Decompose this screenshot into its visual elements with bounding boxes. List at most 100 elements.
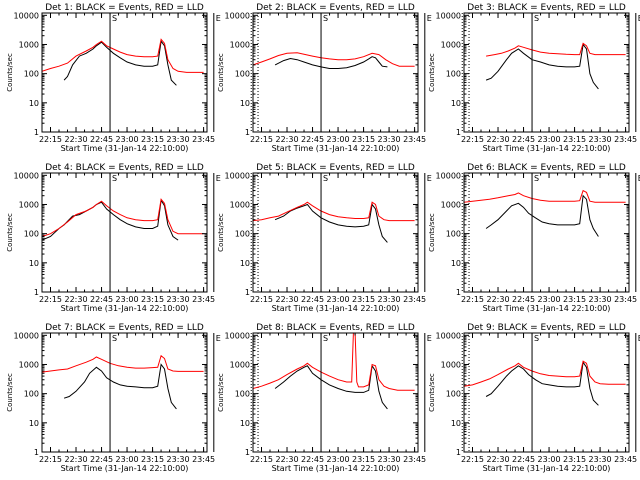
panel-title: Det 6: BLACK = Events, RED = LLD [467,163,626,173]
series-events [274,364,388,410]
time-marker-label: S [112,334,117,343]
panel-title: Det 3: BLACK = Events, RED = LLD [467,3,626,13]
panel-title: Det 2: BLACK = Events, RED = LLD [256,3,415,13]
x-tick-label: 23:00 [116,295,139,304]
y-tick-label: 10000 [436,331,461,340]
time-marker-label: E [638,174,640,183]
x-tick-label: 23:15 [141,455,164,464]
y-tick-label: 1000 [19,360,39,369]
y-tick-label: 1 [34,128,39,137]
y-tick-label: 1000 [230,40,250,49]
panel-title: Det 8: BLACK = Events, RED = LLD [256,323,415,333]
panel-title: Det 4: BLACK = Events, RED = LLD [45,163,204,173]
x-tick-label: 22:45 [301,295,324,304]
time-marker-label: S [323,174,328,183]
y-axis-label: Counts/sec [217,213,225,252]
plot-frame [41,332,208,453]
series-lld [253,201,415,222]
x-tick-label: 22:15 [39,295,62,304]
plot-frame [463,332,630,453]
x-tick-label: 23:30 [589,295,612,304]
x-tick-label: 22:45 [90,135,113,144]
x-tick-label: 22:45 [512,135,535,144]
y-tick-label: 10 [29,419,39,428]
y-tick-label: 10 [29,99,39,108]
y-tick-label: 1 [34,288,39,297]
plot-frame [252,332,419,453]
x-tick-label: 23:45 [614,455,637,464]
y-axis-label: Counts/sec [217,53,225,92]
x-axis-label: Start Time (31-Jan-14 22:10:00) [483,144,611,153]
y-tick-label: 1000 [230,200,250,209]
y-tick-label: 10000 [436,11,461,20]
y-tick-label: 100 [235,70,250,79]
x-tick-label: 22:45 [301,455,324,464]
x-axis-label: Start Time (31-Jan-14 22:10:00) [272,464,400,473]
time-marker-label: E [216,334,221,343]
time-marker-label: S [534,174,539,183]
x-tick-label: 22:15 [250,295,273,304]
y-tick-label: 1 [34,448,39,457]
time-marker-label: S [112,14,117,23]
series-lld [464,189,626,203]
plot-frame [41,172,208,293]
time-marker-label: E [638,14,640,23]
series-lld [42,354,204,373]
x-tick-label: 22:15 [39,455,62,464]
y-tick-label: 10000 [225,171,250,180]
x-tick-label: 23:30 [167,455,190,464]
series-lld [42,38,204,73]
x-tick-label: 23:00 [116,455,139,464]
x-tick-label: 22:30 [486,455,509,464]
x-axis-label: Start Time (31-Jan-14 22:10:00) [61,144,189,153]
x-tick-label: 23:00 [538,135,561,144]
y-tick-label: 1 [245,288,250,297]
time-marker-label: S [534,14,539,23]
x-axis-label: Start Time (31-Jan-14 22:10:00) [483,464,611,473]
series-events [485,43,599,90]
plot-frame [463,12,630,133]
x-tick-label: 23:45 [403,295,426,304]
x-axis-label: Start Time (31-Jan-14 22:10:00) [483,304,611,313]
x-tick-label: 23:15 [563,455,586,464]
y-tick-label: 100 [235,390,250,399]
x-tick-label: 23:00 [327,135,350,144]
x-tick-label: 22:45 [90,295,113,304]
x-tick-label: 23:30 [589,135,612,144]
y-axis-label: Counts/sec [6,373,14,412]
panel-title: Det 1: BLACK = Events, RED = LLD [45,3,204,13]
x-tick-label: 23:45 [192,455,215,464]
y-tick-label: 1000 [441,40,461,49]
x-tick-label: 23:30 [589,455,612,464]
x-axis-label: Start Time (31-Jan-14 22:10:00) [272,304,400,313]
x-tick-label: 22:30 [486,295,509,304]
x-tick-label: 23:45 [192,295,215,304]
panel-title: Det 9: BLACK = Events, RED = LLD [467,323,626,333]
x-tick-label: 22:30 [486,135,509,144]
x-tick-label: 23:30 [167,295,190,304]
time-marker-label: E [216,174,221,183]
y-tick-label: 1 [456,288,461,297]
y-tick-label: 10 [451,99,461,108]
y-tick-label: 1000 [230,360,250,369]
x-tick-label: 23:15 [141,135,164,144]
x-tick-label: 23:30 [167,135,190,144]
series-events [42,198,179,241]
y-tick-label: 100 [24,70,39,79]
x-tick-label: 22:15 [39,135,62,144]
y-axis-label: Counts/sec [428,373,436,412]
x-tick-label: 22:45 [512,295,535,304]
x-tick-label: 23:00 [327,455,350,464]
x-tick-label: 22:45 [512,455,535,464]
x-tick-label: 22:30 [64,455,87,464]
x-tick-label: 23:45 [192,135,215,144]
y-tick-label: 1000 [441,360,461,369]
y-tick-label: 1 [245,128,250,137]
